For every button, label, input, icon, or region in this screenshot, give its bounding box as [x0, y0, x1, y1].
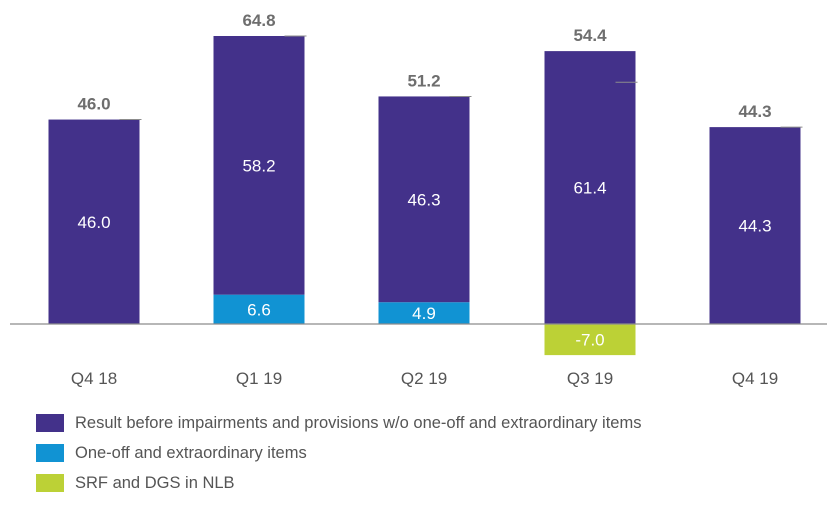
data-label-q2-19-s0: 46.3 — [407, 190, 440, 209]
legend-label-result: Result before impairments and provisions… — [75, 414, 642, 432]
data-label-q3-19-s2: -7.0 — [575, 331, 604, 350]
total-label-q4-18: 46.0 — [77, 95, 110, 114]
legend-swatch-one-off — [36, 444, 64, 462]
bar-q2-19-s0 — [378, 96, 470, 303]
bar-q1-19-s1 — [213, 294, 305, 324]
x-tick-label-q3-19: Q3 19 — [567, 369, 613, 388]
x-tick-label-q1-19: Q1 19 — [236, 369, 282, 388]
bar-q2-19-s1 — [378, 302, 470, 324]
chart-svg: 46.0 46.0 Q4 18 6.6 58.2 64.8 Q1 19 4.9 46.3 51.2… — [10, 11, 827, 388]
data-label-q2-19-s1: 4.9 — [412, 304, 436, 323]
legend-label-one-off: One-off and extraordinary items — [75, 444, 307, 462]
total-label-q3-19: 54.4 — [573, 26, 607, 45]
legend-label-srf-dgs: SRF and DGS in NLB — [75, 474, 235, 492]
data-label-q1-19-s0: 58.2 — [242, 156, 275, 175]
total-label-q1-19: 64.8 — [242, 11, 275, 30]
bar-q1-19-s0 — [213, 36, 305, 295]
data-label-q3-19-s0: 61.4 — [573, 179, 606, 198]
data-label-q4-19-s0: 44.3 — [738, 217, 771, 236]
bar-q3-19-s0 — [544, 51, 636, 324]
total-label-q2-19: 51.2 — [407, 71, 440, 90]
x-tick-label-q4-18: Q4 18 — [71, 369, 117, 388]
data-label-q4-18-s0: 46.0 — [77, 213, 110, 232]
bar-q4-19-s0 — [709, 127, 801, 324]
bar-q3-19-s2 — [544, 324, 636, 356]
total-label-q4-19: 44.3 — [738, 102, 771, 121]
data-label-q1-19-s1: 6.6 — [247, 300, 271, 319]
x-tick-label-q4-19: Q4 19 — [732, 369, 778, 388]
legend-swatch-result — [36, 414, 64, 432]
x-tick-label-q2-19: Q2 19 — [401, 369, 447, 388]
legend-swatch-srf-dgs — [36, 474, 64, 492]
bar-q4-18-s0 — [48, 119, 140, 324]
